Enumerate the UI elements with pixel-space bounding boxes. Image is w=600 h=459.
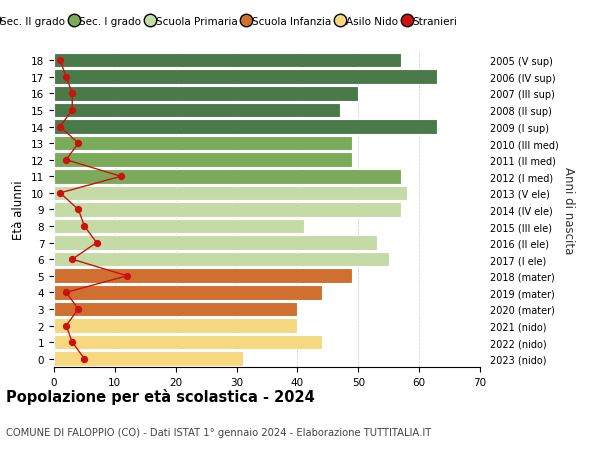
Y-axis label: Età alunni: Età alunni <box>13 180 25 240</box>
Bar <box>54 136 352 151</box>
Bar <box>54 252 389 267</box>
Point <box>55 57 65 65</box>
Point <box>61 289 71 297</box>
Bar <box>54 219 304 234</box>
Point <box>92 240 101 247</box>
Bar <box>54 352 242 366</box>
Point <box>61 157 71 164</box>
Point <box>55 190 65 197</box>
Y-axis label: Anni di nascita: Anni di nascita <box>562 167 575 253</box>
Bar <box>54 285 322 300</box>
Bar <box>54 186 407 201</box>
Bar <box>54 203 401 217</box>
Point <box>80 223 89 230</box>
Text: COMUNE DI FALOPPIO (CO) - Dati ISTAT 1° gennaio 2024 - Elaborazione TUTTITALIA.I: COMUNE DI FALOPPIO (CO) - Dati ISTAT 1° … <box>6 427 431 437</box>
Bar <box>54 269 352 284</box>
Bar <box>54 87 358 101</box>
Bar <box>54 302 298 317</box>
Point <box>74 306 83 313</box>
Point <box>80 355 89 363</box>
Point <box>67 339 77 346</box>
Bar <box>54 70 437 85</box>
Point <box>55 123 65 131</box>
Point <box>67 90 77 98</box>
Bar <box>54 236 377 250</box>
Point <box>74 140 83 147</box>
Bar <box>54 335 322 350</box>
Point <box>67 256 77 263</box>
Legend: Sec. II grado, Sec. I grado, Scuola Primaria, Scuola Infanzia, Asilo Nido, Stran: Sec. II grado, Sec. I grado, Scuola Prim… <box>0 12 461 31</box>
Bar <box>54 103 340 118</box>
Text: Popolazione per età scolastica - 2024: Popolazione per età scolastica - 2024 <box>6 388 315 404</box>
Bar <box>54 170 401 184</box>
Bar <box>54 120 437 134</box>
Point <box>122 273 132 280</box>
Bar <box>54 54 401 68</box>
Point <box>74 207 83 214</box>
Point <box>61 322 71 330</box>
Bar <box>54 153 352 168</box>
Point <box>67 107 77 114</box>
Point <box>116 173 126 180</box>
Bar <box>54 319 298 333</box>
Point <box>61 74 71 81</box>
